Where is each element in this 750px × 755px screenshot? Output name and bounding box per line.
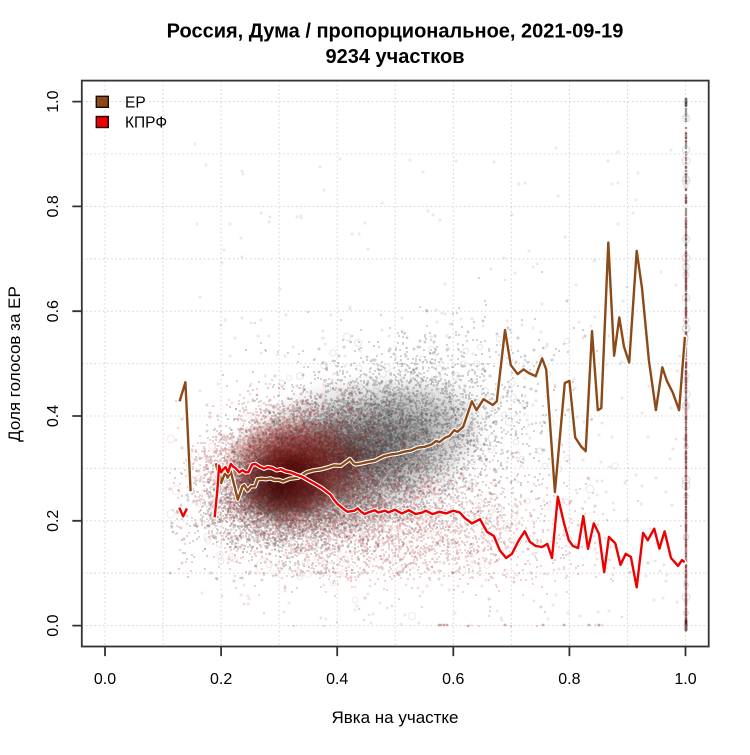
- svg-text:0.6: 0.6: [442, 671, 464, 688]
- svg-text:КПРФ: КПРФ: [125, 115, 167, 132]
- svg-text:1.0: 1.0: [45, 90, 62, 112]
- svg-text:0.0: 0.0: [45, 614, 62, 636]
- svg-text:Доля голосов за ЕР: Доля голосов за ЕР: [5, 286, 24, 442]
- svg-text:Россия, Дума / пропорционально: Россия, Дума / пропорциональное, 2021-09…: [167, 21, 624, 43]
- svg-text:0.6: 0.6: [45, 300, 62, 322]
- svg-text:1.0: 1.0: [674, 671, 696, 688]
- svg-text:0.4: 0.4: [326, 671, 348, 688]
- svg-text:ЕР: ЕР: [125, 95, 146, 112]
- svg-text:0.2: 0.2: [210, 671, 232, 688]
- svg-text:9234 участков: 9234 участков: [325, 46, 464, 68]
- svg-text:0.8: 0.8: [558, 671, 580, 688]
- svg-text:0.4: 0.4: [45, 405, 62, 427]
- svg-text:Явка на участке: Явка на участке: [331, 708, 458, 727]
- svg-text:0.8: 0.8: [45, 195, 62, 217]
- svg-text:0.2: 0.2: [45, 510, 62, 532]
- svg-text:0.0: 0.0: [94, 671, 116, 688]
